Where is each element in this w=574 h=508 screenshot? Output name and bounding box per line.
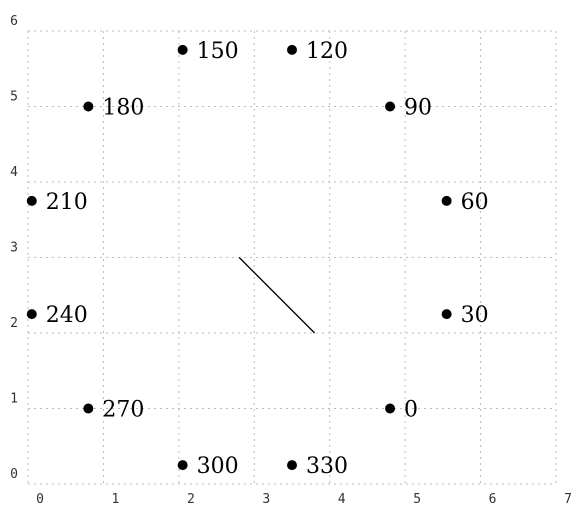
- point-label: 240: [46, 303, 88, 328]
- x-tick-label: 3: [262, 492, 270, 507]
- data-point: [83, 101, 94, 112]
- data-point: [26, 309, 37, 320]
- point-label: 300: [197, 454, 239, 479]
- point-label: 180: [102, 96, 144, 121]
- point-labels: 0 30 60 90 120 150 180 210 240 270 300 330: [46, 39, 489, 479]
- data-point: [177, 44, 188, 55]
- y-tick-label: 4: [10, 165, 18, 180]
- data-point: [385, 101, 396, 112]
- x-tick-label: 4: [338, 492, 346, 507]
- data-point: [83, 403, 94, 414]
- point-label: 30: [461, 303, 489, 328]
- data-point: [385, 403, 396, 414]
- y-axis-ticks: 0 1 2 3 4 5 6: [10, 14, 18, 482]
- data-point: [287, 44, 297, 55]
- point-label: 0: [404, 398, 418, 423]
- point-label: 60: [461, 190, 489, 215]
- x-tick-label: 0: [36, 492, 44, 507]
- segments: [238, 257, 316, 334]
- data-point: [441, 195, 452, 206]
- point-label: 90: [404, 96, 432, 121]
- x-tick-label: 7: [564, 492, 572, 507]
- data-point: [177, 460, 188, 471]
- x-tick-label: 6: [489, 492, 497, 507]
- x-tick-label: 1: [112, 492, 120, 507]
- point-label: 120: [306, 39, 348, 64]
- x-axis-ticks: 0 1 2 3 4 5 6 7: [36, 492, 572, 507]
- y-tick-label: 3: [10, 241, 18, 256]
- grid: [27, 30, 557, 485]
- point-label: 330: [306, 454, 348, 479]
- point-label: 150: [197, 39, 239, 64]
- y-tick-label: 0: [10, 467, 18, 482]
- line-segment: [238, 257, 316, 334]
- y-tick-label: 5: [10, 90, 18, 105]
- y-tick-label: 1: [10, 392, 18, 407]
- y-tick-label: 6: [10, 14, 18, 29]
- data-point: [26, 195, 37, 206]
- points: [26, 44, 452, 471]
- y-tick-label: 2: [10, 316, 18, 331]
- x-tick-label: 5: [413, 492, 421, 507]
- point-label: 270: [102, 398, 144, 423]
- x-tick-label: 2: [187, 492, 195, 507]
- data-point: [441, 309, 452, 320]
- data-point: [287, 460, 297, 471]
- point-label: 210: [46, 190, 88, 215]
